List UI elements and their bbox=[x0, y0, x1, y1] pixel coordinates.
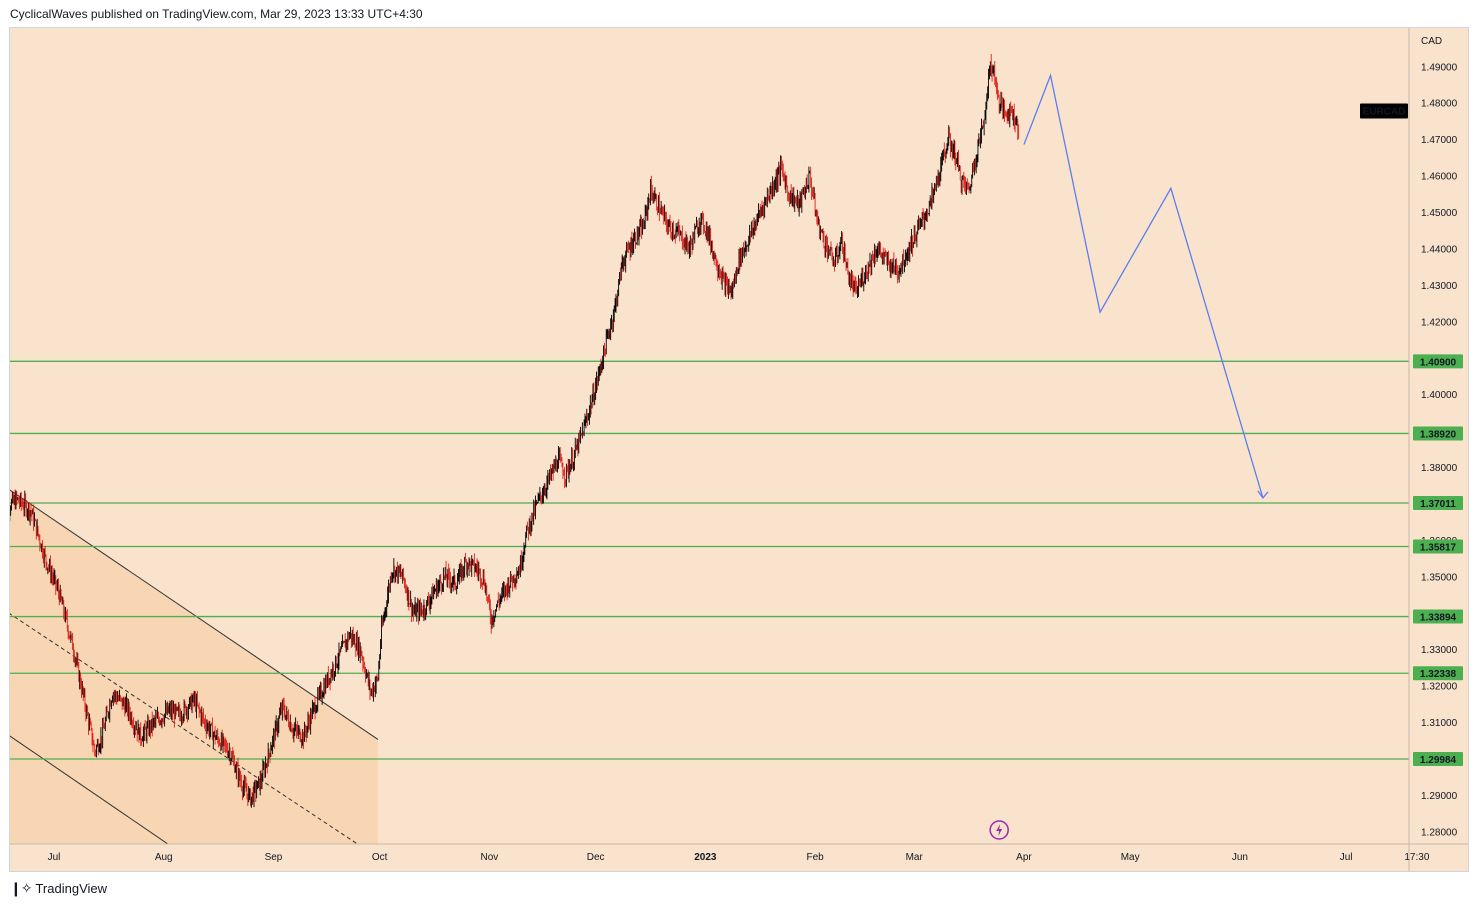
y-tick-label-3: 1.32000 bbox=[1421, 682, 1458, 693]
level-badge-3 bbox=[1413, 539, 1463, 554]
x-tick-label-1: Aug bbox=[155, 852, 173, 863]
x-tick-label-8: Mar bbox=[906, 852, 924, 863]
projection-arrowhead bbox=[1257, 490, 1269, 499]
symbol-label: EURCAD bbox=[1363, 107, 1406, 118]
y-tick-label-1: 1.29000 bbox=[1421, 791, 1458, 802]
level-badge-6 bbox=[1413, 751, 1463, 766]
footer: ❙✧ TradingView bbox=[10, 880, 107, 897]
y-tick-label-16: 1.49000 bbox=[1421, 62, 1458, 73]
level-label-5: 1.32338 bbox=[1420, 669, 1457, 680]
y-tick-label-10: 1.43000 bbox=[1421, 281, 1458, 292]
tradingview-logo-icon: ❙✧ bbox=[10, 880, 32, 896]
level-badge-4 bbox=[1413, 609, 1463, 624]
y-tick-label-7: 1.38000 bbox=[1421, 463, 1458, 474]
lightning-bolt bbox=[996, 824, 1003, 836]
level-label-1: 1.38920 bbox=[1420, 429, 1457, 440]
currency-label: CAD bbox=[1421, 36, 1442, 47]
x-tick-label-9: Apr bbox=[1016, 852, 1032, 863]
x-tick-label-6: 2023 bbox=[694, 852, 717, 863]
x-tick-label-2: Sep bbox=[265, 852, 283, 863]
level-badge-0 bbox=[1413, 354, 1463, 369]
x-tick-label-5: Dec bbox=[587, 852, 605, 863]
level-label-4: 1.33894 bbox=[1420, 613, 1457, 624]
x-tick-label-3: Oct bbox=[372, 852, 388, 863]
projection-path bbox=[1023, 73, 1264, 499]
x-tick-label-11: Jun bbox=[1232, 852, 1248, 863]
level-label-0: 1.40900 bbox=[1420, 357, 1457, 368]
y-tick-label-13: 1.46000 bbox=[1421, 172, 1458, 183]
y-tick-label-4: 1.33000 bbox=[1421, 645, 1458, 656]
y-tick-label-12: 1.45000 bbox=[1421, 208, 1458, 219]
channel-middle-line bbox=[10, 613, 359, 844]
x-tick-label-0: Jul bbox=[48, 852, 61, 863]
y-tick-label-15: 1.48000 bbox=[1421, 99, 1458, 110]
level-label-2: 1.37011 bbox=[1420, 499, 1456, 510]
level-badge-5 bbox=[1413, 666, 1463, 681]
level-badge-1 bbox=[1413, 426, 1463, 441]
channel-lower-line bbox=[10, 735, 169, 844]
publish-header: CyclicalWaves published on TradingView.c… bbox=[10, 7, 423, 21]
x-tick-label-7: Feb bbox=[806, 852, 824, 863]
y-tick-label-14: 1.47000 bbox=[1421, 135, 1458, 146]
lightning-icon bbox=[989, 820, 1009, 840]
channel-shade bbox=[10, 490, 378, 844]
x-tick-label-12: Jul bbox=[1340, 852, 1353, 863]
y-tick-label-2: 1.31000 bbox=[1421, 718, 1458, 729]
x-tick-label-4: Nov bbox=[481, 852, 499, 863]
y-tick-label-9: 1.42000 bbox=[1421, 317, 1458, 328]
y-tick-label-0: 1.28000 bbox=[1421, 827, 1458, 838]
y-tick-label-8: 1.40000 bbox=[1421, 390, 1458, 401]
level-label-6: 1.29984 bbox=[1420, 755, 1457, 766]
footer-brand: TradingView bbox=[35, 881, 108, 896]
y-tick-label-5: 1.35000 bbox=[1421, 572, 1458, 583]
y-tick-label-11: 1.44000 bbox=[1421, 244, 1458, 255]
level-badge-2 bbox=[1413, 495, 1463, 510]
x-tick-label-10: May bbox=[1121, 852, 1140, 863]
plot-area bbox=[10, 54, 1409, 844]
symbol-badge bbox=[1360, 103, 1408, 119]
candles bbox=[10, 54, 1020, 808]
level-label-3: 1.35817 bbox=[1420, 542, 1457, 553]
x-tick-label-13: 17:30 bbox=[1404, 852, 1429, 863]
